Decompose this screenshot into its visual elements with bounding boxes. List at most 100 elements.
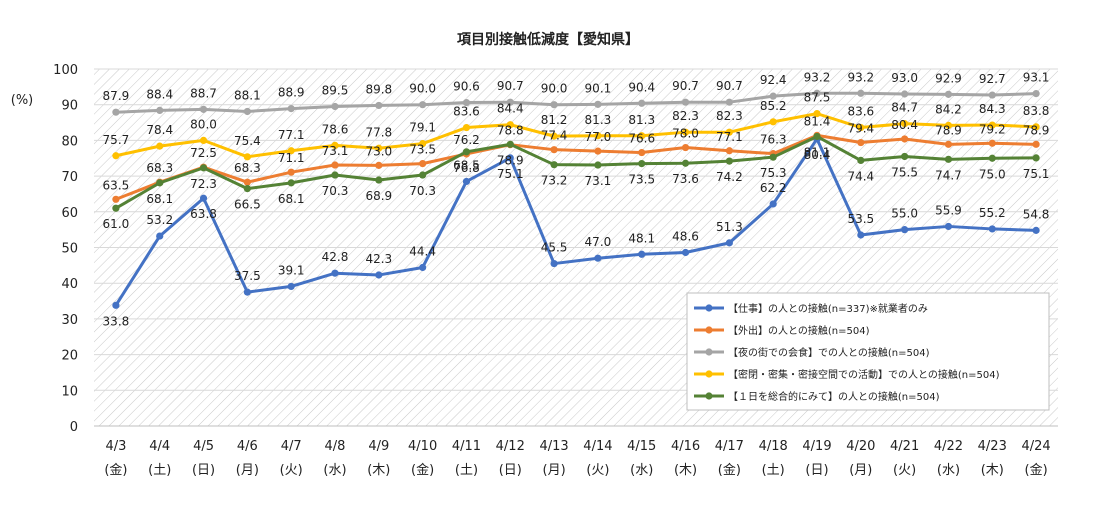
x-tick-date: 4/10 xyxy=(408,439,437,454)
data-label: 72.3 xyxy=(190,177,217,191)
data-label: 68.1 xyxy=(278,192,305,206)
data-point xyxy=(506,140,514,148)
y-tick-label: 90 xyxy=(61,99,78,114)
y-tick-label: 0 xyxy=(70,420,78,435)
data-label: 87.9 xyxy=(103,89,130,103)
data-point xyxy=(813,89,821,97)
x-tick-weekday: (月) xyxy=(236,463,259,478)
data-label: 80.4 xyxy=(891,118,918,132)
data-label: 89.8 xyxy=(365,82,392,96)
data-label: 89.5 xyxy=(322,83,349,97)
data-label: 75.0 xyxy=(979,167,1006,181)
legend-marker xyxy=(705,392,713,400)
data-label: 55.9 xyxy=(935,203,962,217)
x-tick-date: 4/18 xyxy=(759,439,788,454)
data-point xyxy=(638,132,646,140)
data-label: 82.3 xyxy=(672,109,699,123)
data-point xyxy=(506,121,514,129)
data-point xyxy=(638,160,646,168)
data-point xyxy=(419,101,427,109)
data-point xyxy=(769,118,777,126)
data-label: 84.2 xyxy=(935,102,962,116)
series-2 xyxy=(112,89,1040,116)
data-point xyxy=(287,282,295,291)
x-tick-weekday: (火) xyxy=(893,463,916,478)
data-point xyxy=(156,142,164,150)
x-tick-weekday: (木) xyxy=(981,463,1004,478)
data-label: 88.1 xyxy=(234,88,261,102)
data-label: 80.0 xyxy=(190,117,217,131)
data-point xyxy=(681,98,690,106)
x-tick-weekday: (金) xyxy=(718,462,741,478)
data-point xyxy=(462,123,471,132)
data-label: 78.9 xyxy=(935,123,962,137)
data-point xyxy=(901,135,909,143)
x-tick-date: 4/9 xyxy=(368,439,389,454)
data-point xyxy=(199,194,208,202)
x-tick-weekday: (木) xyxy=(674,463,697,478)
data-label: 93.0 xyxy=(891,71,918,85)
data-point xyxy=(901,226,909,234)
x-tick-weekday: (日) xyxy=(805,463,828,478)
data-point xyxy=(419,140,427,148)
data-label: 75.7 xyxy=(103,133,130,147)
x-tick-date: 4/17 xyxy=(715,439,744,454)
data-point xyxy=(1032,226,1040,234)
y-axis-label: (%) xyxy=(11,93,34,108)
series-3 xyxy=(112,110,1040,161)
data-point xyxy=(594,147,602,155)
series-line xyxy=(115,91,1037,114)
data-label: 81.4 xyxy=(804,114,831,128)
legend-label: 【１日を総合的にみて】の人との接触(n=504) xyxy=(728,390,940,403)
data-label: 77.1 xyxy=(716,130,743,144)
data-point xyxy=(681,128,690,136)
x-tick-weekday: (土) xyxy=(148,463,171,478)
data-point xyxy=(813,110,821,118)
series-line xyxy=(115,134,1037,210)
data-point xyxy=(944,155,953,163)
data-label: 68.5 xyxy=(453,158,480,172)
data-label: 55.0 xyxy=(891,207,918,221)
data-label: 92.7 xyxy=(979,72,1006,86)
data-point xyxy=(944,121,953,130)
data-label: 72.5 xyxy=(190,146,217,160)
data-label: 68.1 xyxy=(146,192,173,206)
data-point xyxy=(857,231,865,239)
x-tick-date: 4/4 xyxy=(149,439,170,454)
data-label: 78.9 xyxy=(497,153,524,167)
data-point xyxy=(462,177,471,186)
data-point xyxy=(375,271,383,279)
data-point xyxy=(594,161,602,169)
data-label: 79.4 xyxy=(847,122,874,136)
data-point xyxy=(944,222,953,231)
data-point xyxy=(419,160,427,168)
data-point xyxy=(331,161,339,169)
data-label: 68.9 xyxy=(365,189,392,203)
data-point xyxy=(199,105,208,113)
data-label: 39.1 xyxy=(278,263,305,277)
data-label: 77.1 xyxy=(278,128,305,142)
y-tick-label: 30 xyxy=(61,313,78,328)
data-point xyxy=(550,132,558,140)
x-tick-weekday: (木) xyxy=(367,463,390,478)
data-point xyxy=(638,250,646,258)
data-point xyxy=(375,144,383,152)
data-point xyxy=(199,164,208,172)
data-point xyxy=(857,89,865,97)
data-label: 78.0 xyxy=(672,127,699,141)
data-label: 33.8 xyxy=(103,314,130,328)
data-point xyxy=(681,248,690,257)
x-tick-date: 4/12 xyxy=(496,439,525,454)
data-point xyxy=(287,168,295,176)
x-tick-weekday: (金) xyxy=(1025,462,1048,478)
x-tick-date: 4/7 xyxy=(281,439,302,454)
data-point xyxy=(506,154,514,162)
data-point xyxy=(725,239,733,247)
data-label: 90.6 xyxy=(453,80,480,94)
data-label: 61.0 xyxy=(103,217,130,231)
data-point xyxy=(1032,154,1040,162)
data-label: 63.5 xyxy=(103,178,130,192)
data-label: 90.1 xyxy=(585,81,612,95)
series-4 xyxy=(112,132,1040,212)
data-point xyxy=(331,269,339,277)
